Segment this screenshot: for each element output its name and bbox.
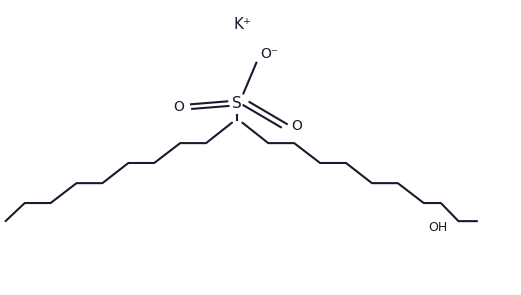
Text: S: S [232,96,242,111]
Text: O⁻: O⁻ [260,47,278,61]
Text: O: O [292,119,303,132]
Text: OH: OH [429,221,448,234]
Text: O: O [173,100,184,114]
Text: K⁺: K⁺ [233,17,251,32]
